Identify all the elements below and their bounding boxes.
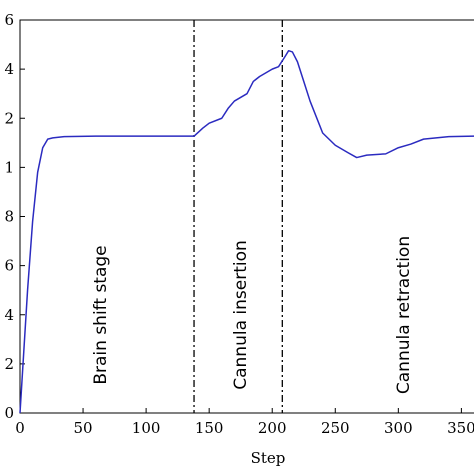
y-tick-label: 2	[4, 109, 14, 127]
annotation: Cannula insertion	[231, 240, 251, 390]
y-tick-label: 0	[4, 404, 14, 422]
y-tick-label: 2	[4, 355, 14, 373]
x-tick-label: 0	[15, 419, 25, 437]
x-tick-label: 250	[321, 419, 350, 437]
x-tick-label: 200	[258, 419, 287, 437]
x-axis-label: Step	[251, 449, 286, 467]
y-tick-label: 6	[4, 11, 14, 29]
y-tick-label: 4	[4, 60, 14, 78]
y-tick-label: 6	[4, 257, 14, 275]
x-tick-label: 350	[447, 419, 474, 437]
annotation: Cannula retraction	[394, 236, 414, 394]
x-tick-label: 50	[74, 419, 93, 437]
annotation: Brain shift stage	[91, 245, 111, 384]
y-tick-label: 8	[4, 208, 14, 226]
x-tick-label: 100	[132, 419, 161, 437]
x-tick-label: 150	[195, 419, 224, 437]
line	[19, 49, 474, 414]
y-tick-label: 4	[4, 306, 14, 324]
x-tick-label: 300	[384, 419, 413, 437]
y-tick-label: 1	[4, 158, 14, 176]
